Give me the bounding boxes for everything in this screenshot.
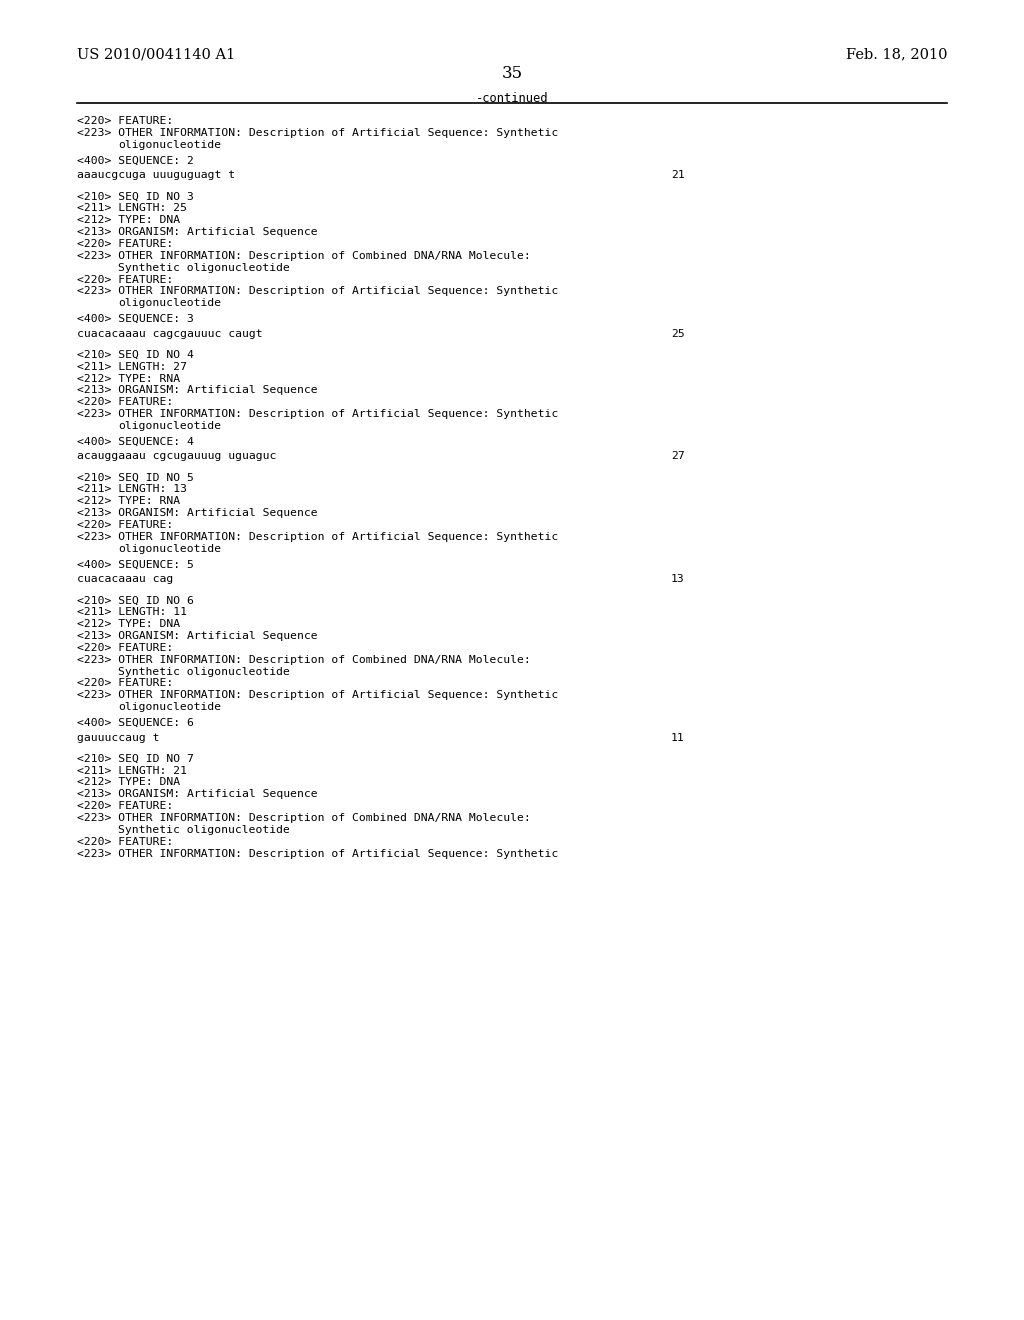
Text: <213> ORGANISM: Artificial Sequence: <213> ORGANISM: Artificial Sequence	[77, 508, 317, 519]
Text: <211> LENGTH: 25: <211> LENGTH: 25	[77, 203, 186, 214]
Text: oligonucleotide: oligonucleotide	[118, 544, 221, 554]
Text: <223> OTHER INFORMATION: Description of Artificial Sequence: Synthetic: <223> OTHER INFORMATION: Description of …	[77, 128, 558, 139]
Text: <220> FEATURE:: <220> FEATURE:	[77, 275, 173, 285]
Text: 35: 35	[502, 65, 522, 82]
Text: <212> TYPE: DNA: <212> TYPE: DNA	[77, 619, 180, 630]
Text: <211> LENGTH: 21: <211> LENGTH: 21	[77, 766, 186, 776]
Text: <213> ORGANISM: Artificial Sequence: <213> ORGANISM: Artificial Sequence	[77, 385, 317, 396]
Text: oligonucleotide: oligonucleotide	[118, 140, 221, 150]
Text: <212> TYPE: DNA: <212> TYPE: DNA	[77, 215, 180, 226]
Text: <212> TYPE: RNA: <212> TYPE: RNA	[77, 496, 180, 507]
Text: <211> LENGTH: 27: <211> LENGTH: 27	[77, 362, 186, 372]
Text: <220> FEATURE:: <220> FEATURE:	[77, 801, 173, 812]
Text: <210> SEQ ID NO 7: <210> SEQ ID NO 7	[77, 754, 194, 764]
Text: <223> OTHER INFORMATION: Description of Artificial Sequence: Synthetic: <223> OTHER INFORMATION: Description of …	[77, 849, 558, 859]
Text: <210> SEQ ID NO 5: <210> SEQ ID NO 5	[77, 473, 194, 483]
Text: <210> SEQ ID NO 6: <210> SEQ ID NO 6	[77, 595, 194, 606]
Text: 21: 21	[671, 170, 684, 181]
Text: cuacacaaau cag: cuacacaaau cag	[77, 574, 173, 585]
Text: Synthetic oligonucleotide: Synthetic oligonucleotide	[118, 667, 290, 677]
Text: <400> SEQUENCE: 2: <400> SEQUENCE: 2	[77, 156, 194, 166]
Text: <220> FEATURE:: <220> FEATURE:	[77, 837, 173, 847]
Text: <210> SEQ ID NO 3: <210> SEQ ID NO 3	[77, 191, 194, 202]
Text: gauuuccaug t: gauuuccaug t	[77, 733, 160, 743]
Text: <212> TYPE: RNA: <212> TYPE: RNA	[77, 374, 180, 384]
Text: <220> FEATURE:: <220> FEATURE:	[77, 397, 173, 408]
Text: <223> OTHER INFORMATION: Description of Combined DNA/RNA Molecule:: <223> OTHER INFORMATION: Description of …	[77, 655, 530, 665]
Text: 25: 25	[671, 329, 684, 339]
Text: <223> OTHER INFORMATION: Description of Artificial Sequence: Synthetic: <223> OTHER INFORMATION: Description of …	[77, 409, 558, 420]
Text: <223> OTHER INFORMATION: Description of Artificial Sequence: Synthetic: <223> OTHER INFORMATION: Description of …	[77, 286, 558, 297]
Text: <211> LENGTH: 11: <211> LENGTH: 11	[77, 607, 186, 618]
Text: oligonucleotide: oligonucleotide	[118, 298, 221, 309]
Text: <220> FEATURE:: <220> FEATURE:	[77, 643, 173, 653]
Text: 27: 27	[671, 451, 684, 462]
Text: oligonucleotide: oligonucleotide	[118, 702, 221, 713]
Text: <211> LENGTH: 13: <211> LENGTH: 13	[77, 484, 186, 495]
Text: <220> FEATURE:: <220> FEATURE:	[77, 116, 173, 127]
Text: <400> SEQUENCE: 4: <400> SEQUENCE: 4	[77, 437, 194, 447]
Text: <223> OTHER INFORMATION: Description of Combined DNA/RNA Molecule:: <223> OTHER INFORMATION: Description of …	[77, 813, 530, 824]
Text: <213> ORGANISM: Artificial Sequence: <213> ORGANISM: Artificial Sequence	[77, 789, 317, 800]
Text: <220> FEATURE:: <220> FEATURE:	[77, 239, 173, 249]
Text: -continued: -continued	[476, 92, 548, 106]
Text: Feb. 18, 2010: Feb. 18, 2010	[846, 48, 947, 62]
Text: cuacacaaau cagcgauuuc caugt: cuacacaaau cagcgauuuc caugt	[77, 329, 262, 339]
Text: <400> SEQUENCE: 5: <400> SEQUENCE: 5	[77, 560, 194, 570]
Text: US 2010/0041140 A1: US 2010/0041140 A1	[77, 48, 236, 62]
Text: <400> SEQUENCE: 6: <400> SEQUENCE: 6	[77, 718, 194, 729]
Text: oligonucleotide: oligonucleotide	[118, 421, 221, 432]
Text: 13: 13	[671, 574, 684, 585]
Text: Synthetic oligonucleotide: Synthetic oligonucleotide	[118, 263, 290, 273]
Text: <220> FEATURE:: <220> FEATURE:	[77, 520, 173, 531]
Text: <212> TYPE: DNA: <212> TYPE: DNA	[77, 777, 180, 788]
Text: <223> OTHER INFORMATION: Description of Artificial Sequence: Synthetic: <223> OTHER INFORMATION: Description of …	[77, 690, 558, 701]
Text: <210> SEQ ID NO 4: <210> SEQ ID NO 4	[77, 350, 194, 360]
Text: <213> ORGANISM: Artificial Sequence: <213> ORGANISM: Artificial Sequence	[77, 227, 317, 238]
Text: Synthetic oligonucleotide: Synthetic oligonucleotide	[118, 825, 290, 836]
Text: <220> FEATURE:: <220> FEATURE:	[77, 678, 173, 689]
Text: acauggaaau cgcugauuug uguaguc: acauggaaau cgcugauuug uguaguc	[77, 451, 276, 462]
Text: <213> ORGANISM: Artificial Sequence: <213> ORGANISM: Artificial Sequence	[77, 631, 317, 642]
Text: 11: 11	[671, 733, 684, 743]
Text: <223> OTHER INFORMATION: Description of Combined DNA/RNA Molecule:: <223> OTHER INFORMATION: Description of …	[77, 251, 530, 261]
Text: <400> SEQUENCE: 3: <400> SEQUENCE: 3	[77, 314, 194, 325]
Text: <223> OTHER INFORMATION: Description of Artificial Sequence: Synthetic: <223> OTHER INFORMATION: Description of …	[77, 532, 558, 543]
Text: aaaucgcuga uuuguguagt t: aaaucgcuga uuuguguagt t	[77, 170, 234, 181]
